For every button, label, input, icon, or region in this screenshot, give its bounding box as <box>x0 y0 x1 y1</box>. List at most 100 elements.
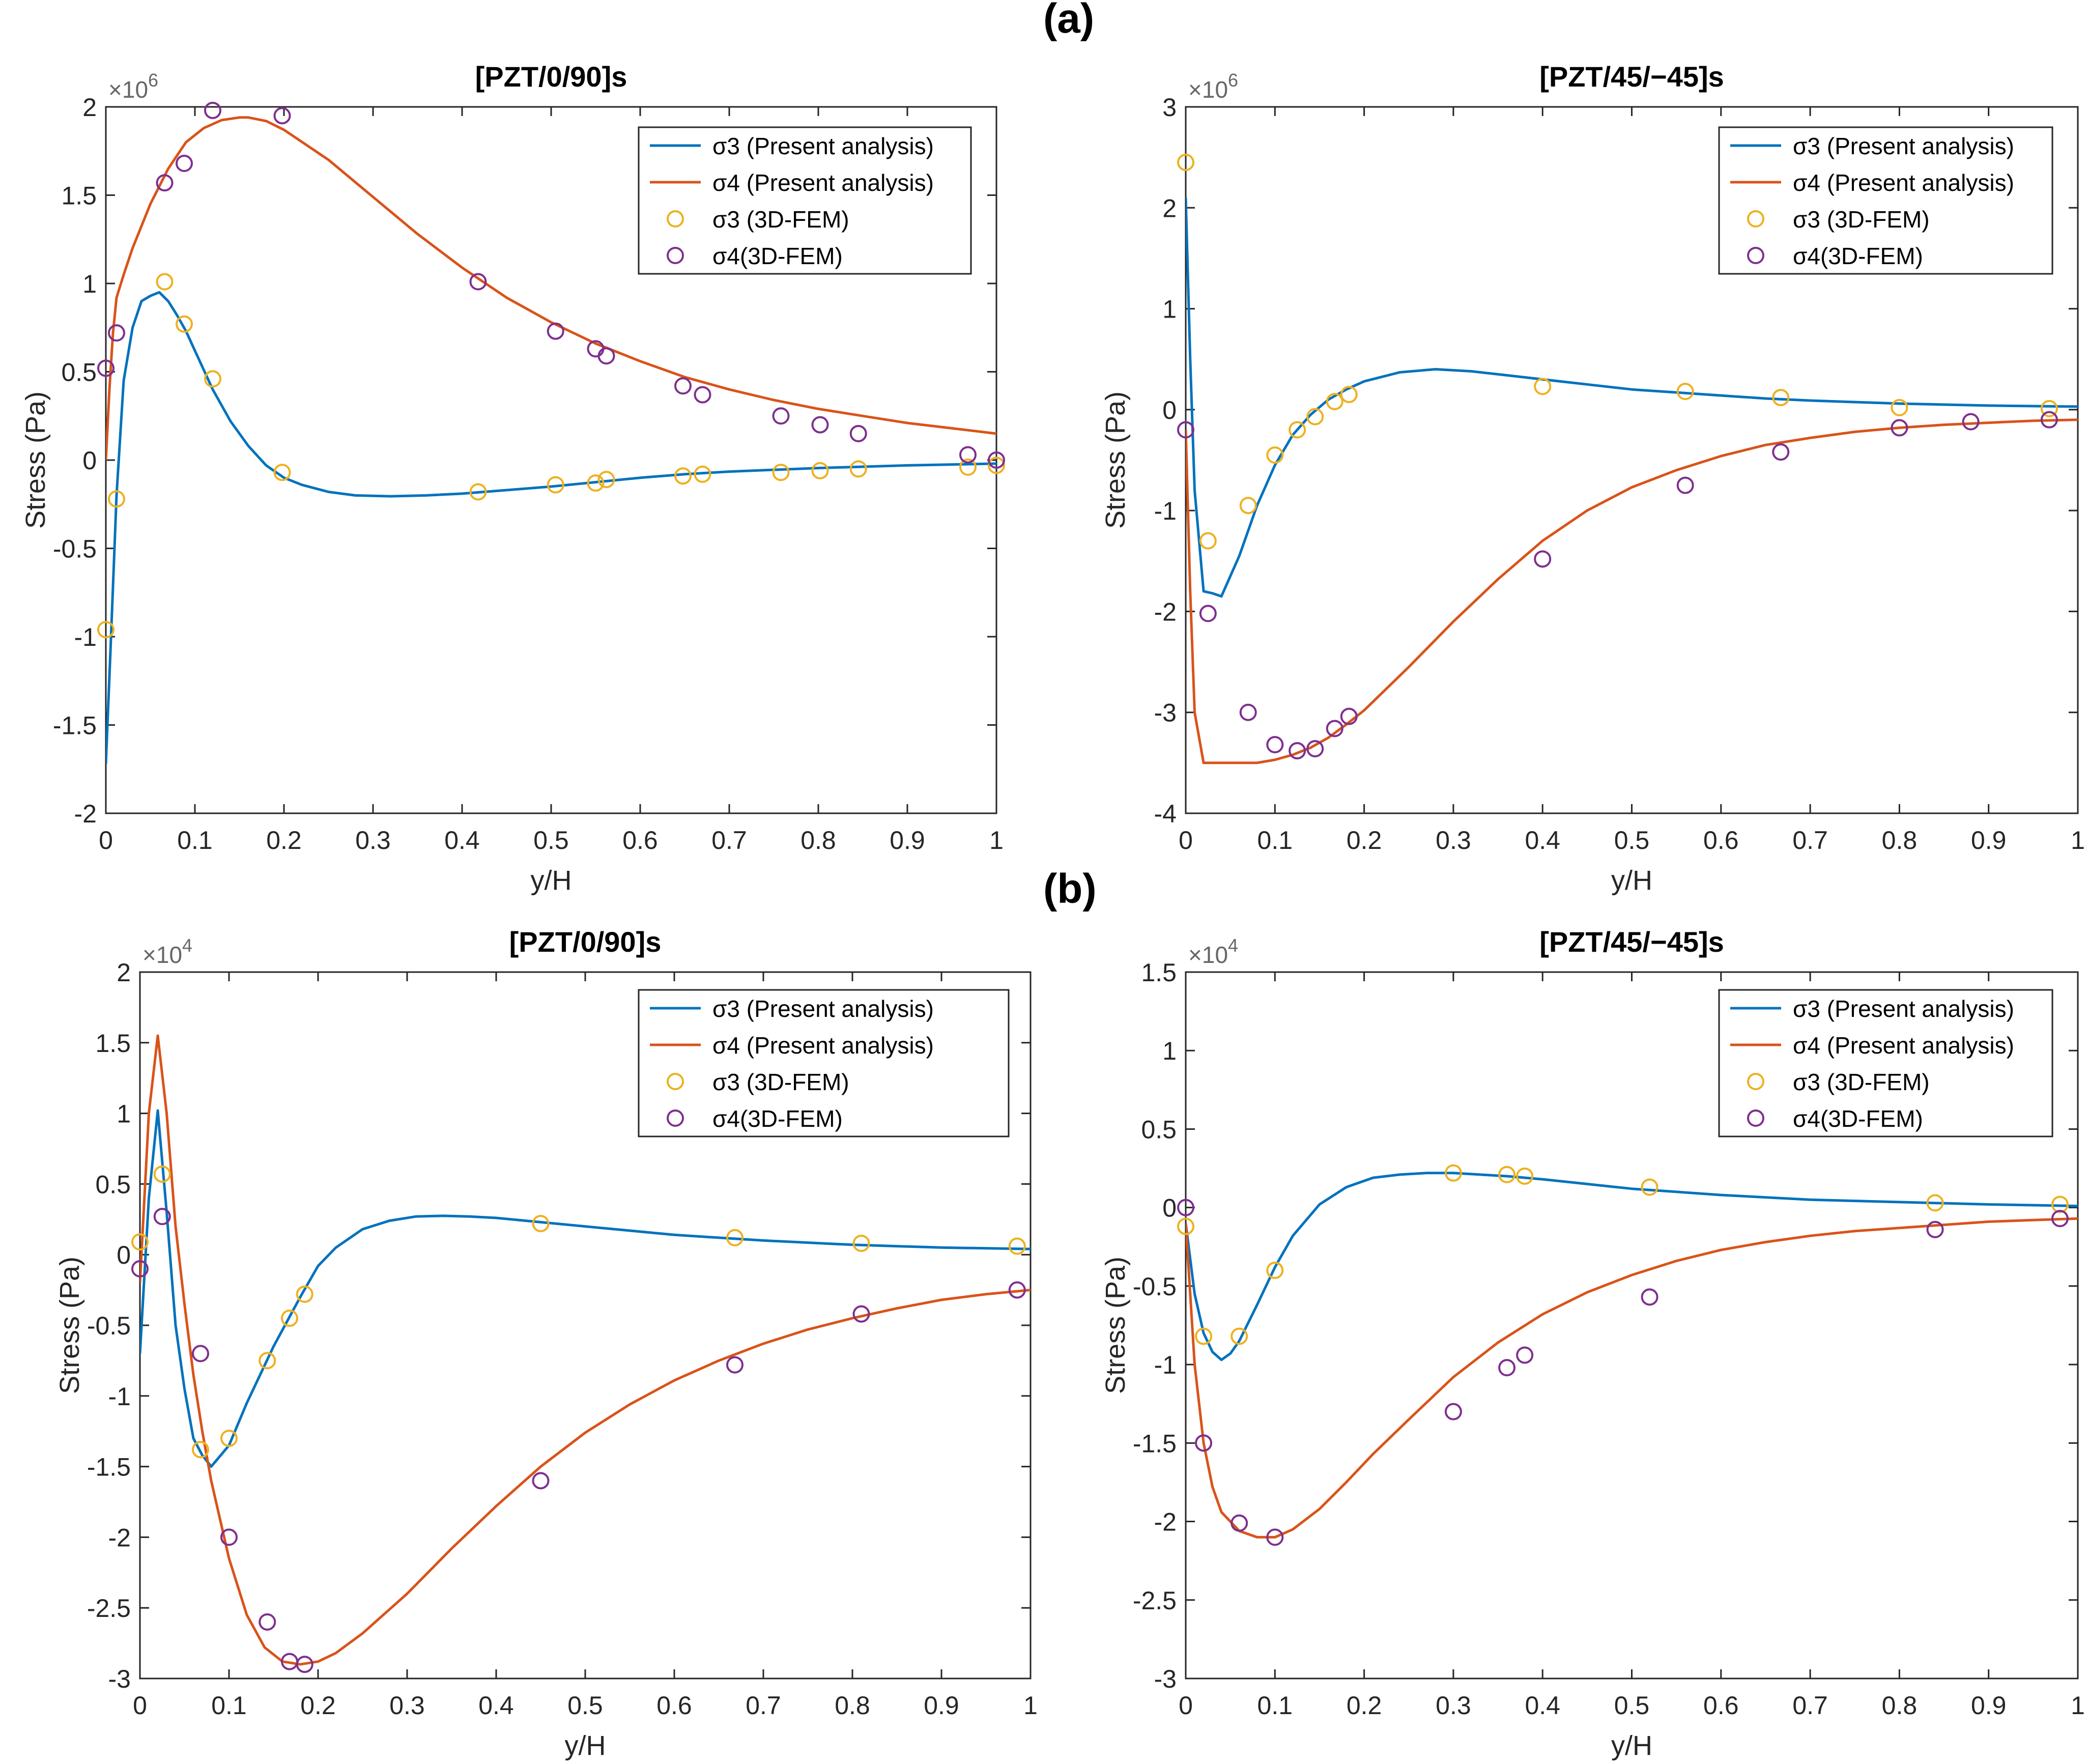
data-point-3 <box>1195 1434 1213 1452</box>
y-tick-label: 1 <box>117 1100 131 1128</box>
data-point-3 <box>108 324 125 342</box>
legend-entry-label: σ3 (3D-FEM) <box>712 1069 849 1095</box>
legend-box <box>1718 989 2053 1137</box>
x-tick-label: 1 <box>1023 1691 1038 1720</box>
data-point-3 <box>1962 413 1980 431</box>
data-point-3 <box>1326 720 1343 737</box>
data-point-3 <box>156 174 174 192</box>
data-point-3 <box>1231 1514 1248 1532</box>
data-point-2 <box>1266 1262 1284 1279</box>
y-tick-label: 1 <box>1162 295 1177 324</box>
data-point-2 <box>220 1430 238 1447</box>
legend-entry-label: σ4(3D-FEM) <box>712 1105 843 1132</box>
legend-entry-label: σ4(3D-FEM) <box>1793 243 1923 269</box>
x-tick-label: 0.6 <box>622 826 658 855</box>
y-tick-label: 1.5 <box>1141 958 1177 987</box>
data-point-2 <box>852 1234 870 1252</box>
y-axis-label: Stress (Pa) <box>20 391 51 529</box>
data-point-3 <box>2051 1210 2069 1228</box>
legend-entry-label: σ4 (Present analysis) <box>1793 1032 2014 1059</box>
data-point-3 <box>273 107 291 125</box>
data-point-2 <box>1008 1237 1026 1255</box>
panel-label-b: (b) <box>1043 866 1097 912</box>
x-tick-label: 0.8 <box>800 826 836 855</box>
chart-2: 0 0.1 0.2 0.3 0.4 0.5 0.6 0.7 0.8 0.9 1 -3 -2.5 -2 -1.… <box>54 926 1038 1761</box>
data-point-3 <box>726 1356 743 1374</box>
data-point-2 <box>726 1229 743 1246</box>
x-tick-label: 0.1 <box>1257 1691 1293 1720</box>
legend-entry-label: σ4 (Present analysis) <box>712 169 934 196</box>
data-point-2 <box>273 464 291 481</box>
legend-entry-label: σ3 (Present analysis) <box>1793 133 2014 159</box>
series-line-1 <box>106 116 996 461</box>
chart-3: 0 0.1 0.2 0.3 0.4 0.5 0.6 0.7 0.8 0.9 1 -3 -2.5 -2 -1.… <box>1100 926 2085 1761</box>
data-point-2 <box>674 467 692 485</box>
data-point-2 <box>1266 446 1284 464</box>
data-point-2 <box>108 490 125 508</box>
data-point-2 <box>1772 389 1790 407</box>
data-point-2 <box>1340 386 1358 404</box>
data-point-3 <box>1444 1403 1462 1420</box>
data-point-3 <box>1266 1528 1284 1546</box>
data-point-3 <box>852 1305 870 1323</box>
y-tick-label: 0.5 <box>95 1170 131 1199</box>
data-point-2 <box>959 458 977 476</box>
y-tick-label: 3 <box>1162 93 1177 122</box>
data-point-2 <box>131 1233 149 1251</box>
chart-title: [PZT/0/90]s <box>475 61 627 93</box>
y-tick-label: 2 <box>117 958 131 987</box>
legend-entry-label: σ3 (3D-FEM) <box>1793 1069 1930 1095</box>
y-axis-label: Stress (Pa) <box>54 1257 85 1394</box>
legend-entry-label: σ3 (Present analysis) <box>1793 995 2014 1022</box>
legend-entry-label: σ3 (3D-FEM) <box>1793 206 1930 233</box>
x-tick-label: 0.8 <box>835 1691 870 1720</box>
data-point-3 <box>1891 419 1908 437</box>
y-tick-label: -2 <box>108 1523 131 1552</box>
y-exponent-label: ×104 <box>1188 935 1238 968</box>
y-tick-label: -2 <box>1154 598 1177 626</box>
x-tick-label: 0.4 <box>1525 1691 1560 1720</box>
data-point-3 <box>1177 1199 1194 1216</box>
data-point-2 <box>204 370 221 388</box>
y-tick-label: -3 <box>108 1665 131 1693</box>
legend-box <box>638 126 972 275</box>
data-point-3 <box>1676 476 1694 494</box>
data-point-3 <box>192 1345 209 1362</box>
y-tick-label: -1.5 <box>1133 1429 1177 1458</box>
data-point-2 <box>1231 1327 1248 1345</box>
y-tick-label: -1 <box>74 623 97 651</box>
legend-marker-swatch <box>667 247 684 264</box>
chart-0: 0 0.1 0.2 0.3 0.4 0.5 0.6 0.7 0.8 0.9 1 -2 -1.5 -1 -0.… <box>20 61 1005 896</box>
y-exponent-label: ×106 <box>108 70 158 103</box>
data-point-2 <box>1177 1217 1194 1235</box>
x-axis-label: y/H <box>1611 1730 1652 1761</box>
data-point-3 <box>1926 1220 1944 1238</box>
x-tick-label: 0.4 <box>478 1691 514 1720</box>
x-tick-label: 0.7 <box>1792 826 1828 855</box>
data-point-2 <box>1926 1194 1944 1212</box>
data-point-2 <box>1444 1164 1462 1182</box>
x-tick-label: 0.5 <box>533 826 569 855</box>
data-point-2 <box>587 474 605 492</box>
data-point-3 <box>674 377 692 395</box>
data-point-3 <box>131 1260 149 1277</box>
data-point-2 <box>296 1285 313 1303</box>
x-axis-label: y/H <box>565 1730 606 1761</box>
chart-title: [PZT/0/90]s <box>509 926 662 958</box>
series-line-0 <box>140 1109 1031 1468</box>
data-point-2 <box>1199 532 1217 550</box>
y-tick-label: -1 <box>108 1382 131 1411</box>
data-point-3 <box>1199 605 1217 622</box>
series-line-1 <box>140 1034 1031 1666</box>
data-point-3 <box>988 451 1005 469</box>
legend-marker-swatch <box>1747 1109 1764 1127</box>
legend-entry-label: σ3 (Present analysis) <box>712 133 934 159</box>
data-point-2 <box>2051 1196 2069 1213</box>
data-point-2 <box>259 1352 276 1370</box>
y-exponent-label: ×106 <box>1188 70 1238 103</box>
y-exponent-label: ×104 <box>142 935 192 968</box>
x-tick-label: 0.7 <box>1792 1691 1828 1720</box>
x-tick-label: 0.8 <box>1882 1691 1918 1720</box>
x-tick-label: 1 <box>2071 1691 2085 1720</box>
